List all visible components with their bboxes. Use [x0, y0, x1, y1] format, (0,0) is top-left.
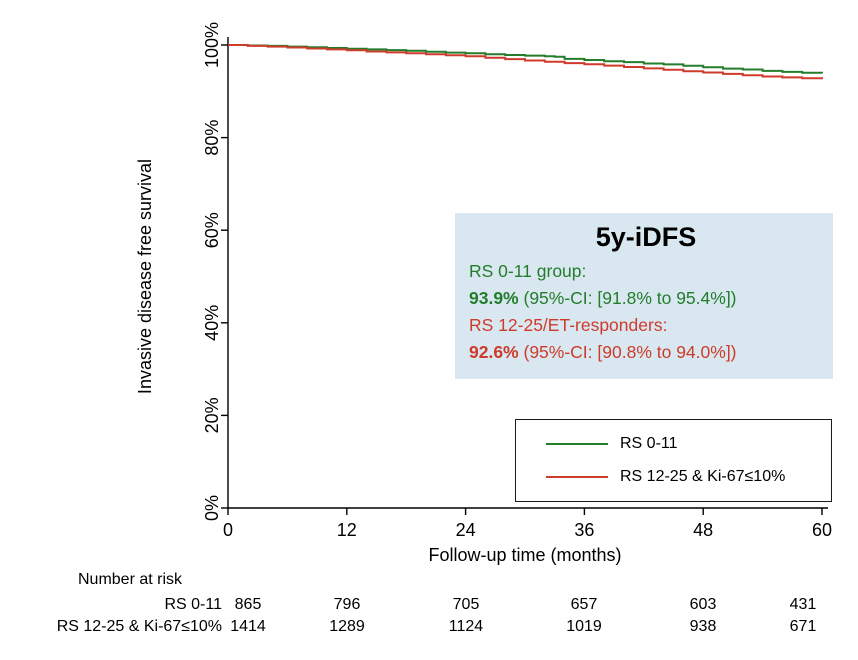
x-tick-label: 60 [812, 520, 832, 540]
x-tick-label: 48 [693, 520, 713, 540]
risk-count: 1414 [230, 618, 266, 635]
legend-box: RS 0-11 RS 12-25 & Ki-67≤10% [515, 419, 832, 502]
risk-count: 657 [570, 596, 598, 613]
idfs-annotation-box: 5y-iDFS RS 0-11 group: 93.9% (95%-CI: [9… [455, 213, 833, 379]
y-tick-label: 20% [202, 397, 222, 433]
legend-line-swatch-green [546, 443, 608, 445]
legend-item-rs-0-11: RS 0-11 [546, 435, 831, 453]
x-tick-label: 36 [574, 520, 594, 540]
annotation-group2-estimate: 92.6% (95%-CI: [90.8% to 94.0%]) [469, 339, 823, 366]
legend-label-rs-12-25: RS 12-25 & Ki-67≤10% [620, 468, 786, 485]
y-axis-title: Invasive disease free survival [135, 159, 155, 394]
risk-count: 1289 [329, 618, 365, 635]
risk-count: 431 [789, 596, 817, 613]
risk-count: 1019 [566, 618, 602, 635]
risk-count: 603 [689, 596, 717, 613]
risk-count: 796 [333, 596, 361, 613]
y-tick-label: 100% [202, 22, 222, 68]
survival-curve-rs-0-11 [228, 44, 823, 74]
x-tick-label: 12 [337, 520, 357, 540]
legend-item-rs-12-25: RS 12-25 & Ki-67≤10% [546, 468, 831, 486]
risk-row-label-rs-12-25: RS 12-25 & Ki-67≤10% [56, 618, 222, 635]
legend-label-rs-0-11: RS 0-11 [620, 435, 678, 452]
y-tick-label: 0% [202, 495, 222, 521]
risk-row-label-rs-0-11: RS 0-11 [164, 596, 222, 613]
x-tick-label: 24 [456, 520, 476, 540]
annotation-group2-ci: (95%-CI: [90.8% to 94.0%]) [518, 342, 737, 362]
annotation-group1-estimate: 93.9% (95%-CI: [91.8% to 95.4%]) [469, 285, 823, 312]
annotation-group2-label: RS 12-25/ET-responders: [469, 315, 668, 335]
risk-count: 865 [234, 596, 262, 613]
risk-count: 1124 [448, 618, 484, 635]
legend-line-swatch-red [546, 476, 608, 478]
annotation-group1-ci: (95%-CI: [91.8% to 95.4%]) [518, 288, 737, 308]
annotation-group1-label: RS 0-11 group: [469, 261, 587, 281]
y-tick-label: 60% [202, 212, 222, 248]
y-tick-label: 80% [202, 120, 222, 156]
survival-curve-rs-12-25 [228, 44, 823, 80]
annotation-title: 5y-iDFS [595, 222, 697, 252]
x-axis-title: Follow-up time (months) [428, 545, 621, 565]
x-tick-label: 0 [223, 520, 233, 540]
risk-count: 938 [689, 618, 717, 635]
annotation-group1-value: 93.9% [469, 288, 519, 308]
annotation-group2-value: 92.6% [469, 342, 519, 362]
y-tick-label: 40% [202, 305, 222, 341]
risk-table-title: Number at risk [78, 571, 183, 588]
risk-count: 705 [452, 596, 480, 613]
risk-count: 671 [789, 618, 817, 635]
km-plot-canvas: 0 12 24 36 48 60 0% 20% 40% 60% 80% 100% Follow-up t… [135, 22, 832, 565]
